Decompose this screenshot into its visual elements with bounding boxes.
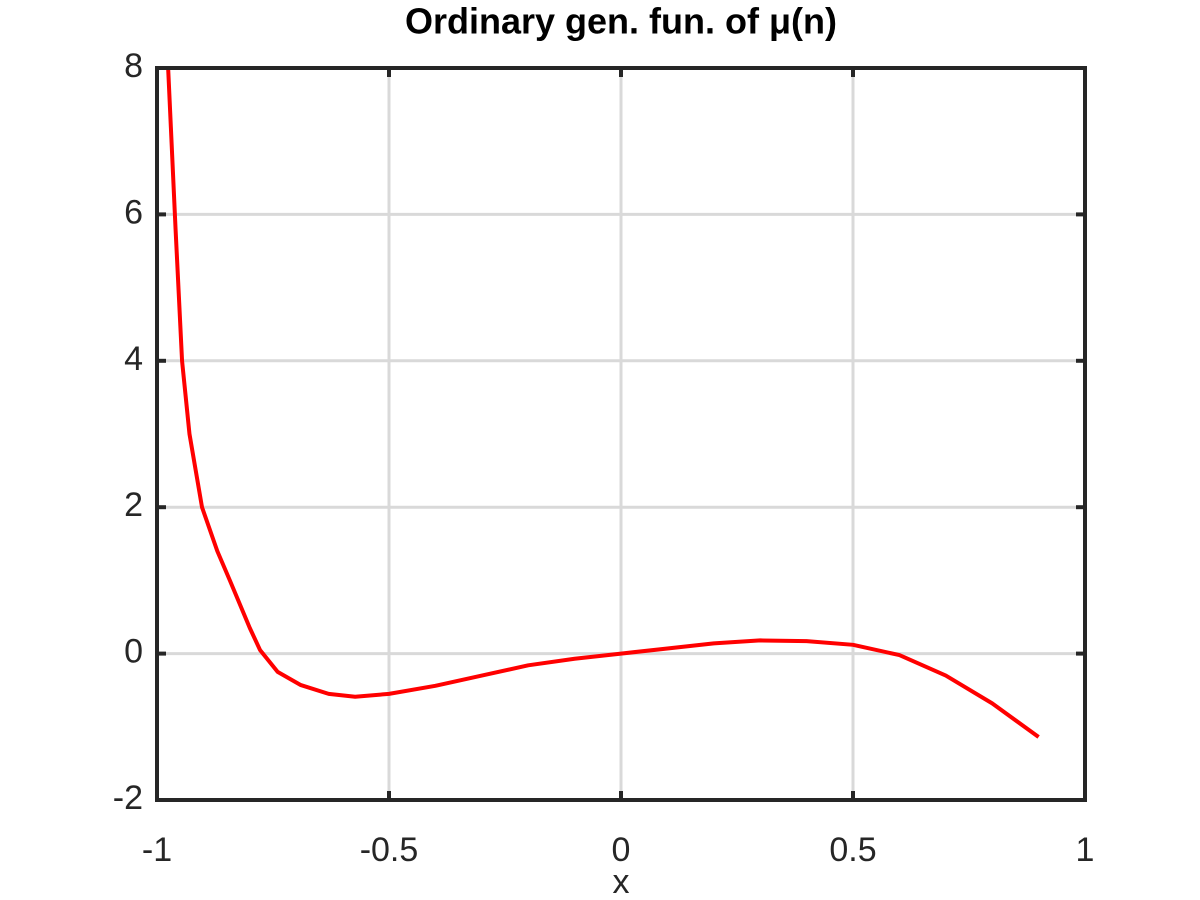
- y-tick-label: 2: [124, 486, 143, 524]
- x-tick-label: 0.5: [829, 831, 876, 869]
- y-tick-label: 6: [124, 193, 143, 231]
- y-tick-label: 8: [124, 47, 143, 85]
- plot-frame: [155, 66, 1087, 802]
- line: [166, 67, 1040, 739]
- y-tick-label: 4: [124, 340, 143, 378]
- x-axis-label: x: [613, 863, 630, 900]
- y-tick-label: -2: [113, 779, 143, 817]
- chart-title: Ordinary gen. fun. of μ(n): [405, 1, 837, 42]
- x-tick-label: 0: [612, 831, 631, 869]
- x-tick-label: -1: [142, 831, 172, 869]
- x-tick-label: 1: [1076, 831, 1095, 869]
- y-tick-label: 0: [124, 633, 143, 671]
- x-tick-label: -0.5: [360, 831, 419, 869]
